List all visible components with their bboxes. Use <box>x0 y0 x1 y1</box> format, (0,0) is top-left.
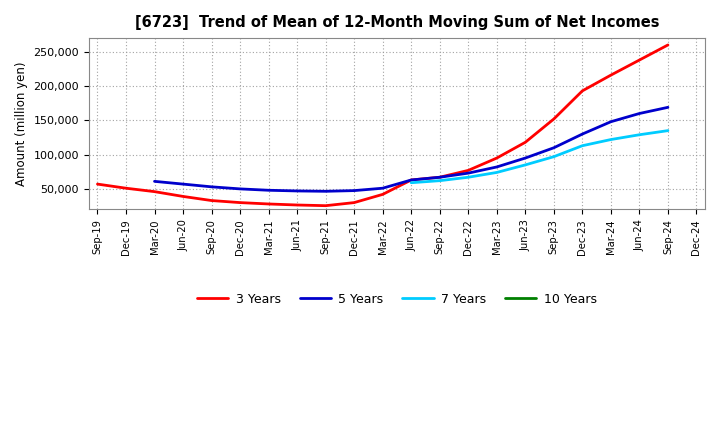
7 Years <box>521 162 530 168</box>
3 Years <box>549 116 558 121</box>
Title: [6723]  Trend of Mean of 12-Month Moving Sum of Net Incomes: [6723] Trend of Mean of 12-Month Moving … <box>135 15 660 30</box>
3 Years <box>578 88 587 94</box>
3 Years <box>179 194 187 199</box>
7 Years <box>407 180 415 185</box>
5 Years <box>293 188 302 194</box>
3 Years <box>635 57 644 62</box>
5 Years <box>492 164 501 169</box>
7 Years <box>436 178 444 183</box>
3 Years <box>321 203 330 208</box>
7 Years <box>606 137 615 142</box>
3 Years <box>606 73 615 78</box>
3 Years <box>492 155 501 161</box>
3 Years <box>379 192 387 197</box>
5 Years <box>407 177 415 183</box>
7 Years <box>492 170 501 175</box>
5 Years <box>664 105 672 110</box>
3 Years <box>207 198 216 203</box>
3 Years <box>350 200 359 205</box>
5 Years <box>606 119 615 125</box>
5 Years <box>436 175 444 180</box>
7 Years <box>664 128 672 133</box>
Line: 7 Years: 7 Years <box>411 131 668 183</box>
3 Years <box>122 186 130 191</box>
5 Years <box>350 188 359 193</box>
3 Years <box>436 175 444 180</box>
5 Years <box>179 181 187 187</box>
7 Years <box>549 154 558 159</box>
Line: 5 Years: 5 Years <box>155 107 668 191</box>
Y-axis label: Amount (million yen): Amount (million yen) <box>15 62 28 186</box>
5 Years <box>207 184 216 190</box>
5 Years <box>578 132 587 137</box>
3 Years <box>664 42 672 48</box>
Line: 3 Years: 3 Years <box>97 45 668 205</box>
5 Years <box>521 155 530 161</box>
3 Years <box>235 200 244 205</box>
3 Years <box>150 189 159 194</box>
3 Years <box>264 202 273 207</box>
5 Years <box>150 179 159 184</box>
5 Years <box>321 189 330 194</box>
5 Years <box>264 187 273 193</box>
7 Years <box>464 175 472 180</box>
Legend: 3 Years, 5 Years, 7 Years, 10 Years: 3 Years, 5 Years, 7 Years, 10 Years <box>192 288 602 311</box>
7 Years <box>578 143 587 148</box>
3 Years <box>93 181 102 187</box>
5 Years <box>635 111 644 116</box>
5 Years <box>379 186 387 191</box>
3 Years <box>464 168 472 173</box>
3 Years <box>293 202 302 208</box>
3 Years <box>407 177 415 183</box>
5 Years <box>464 170 472 176</box>
5 Years <box>549 145 558 150</box>
3 Years <box>521 139 530 145</box>
7 Years <box>635 132 644 137</box>
5 Years <box>235 186 244 191</box>
